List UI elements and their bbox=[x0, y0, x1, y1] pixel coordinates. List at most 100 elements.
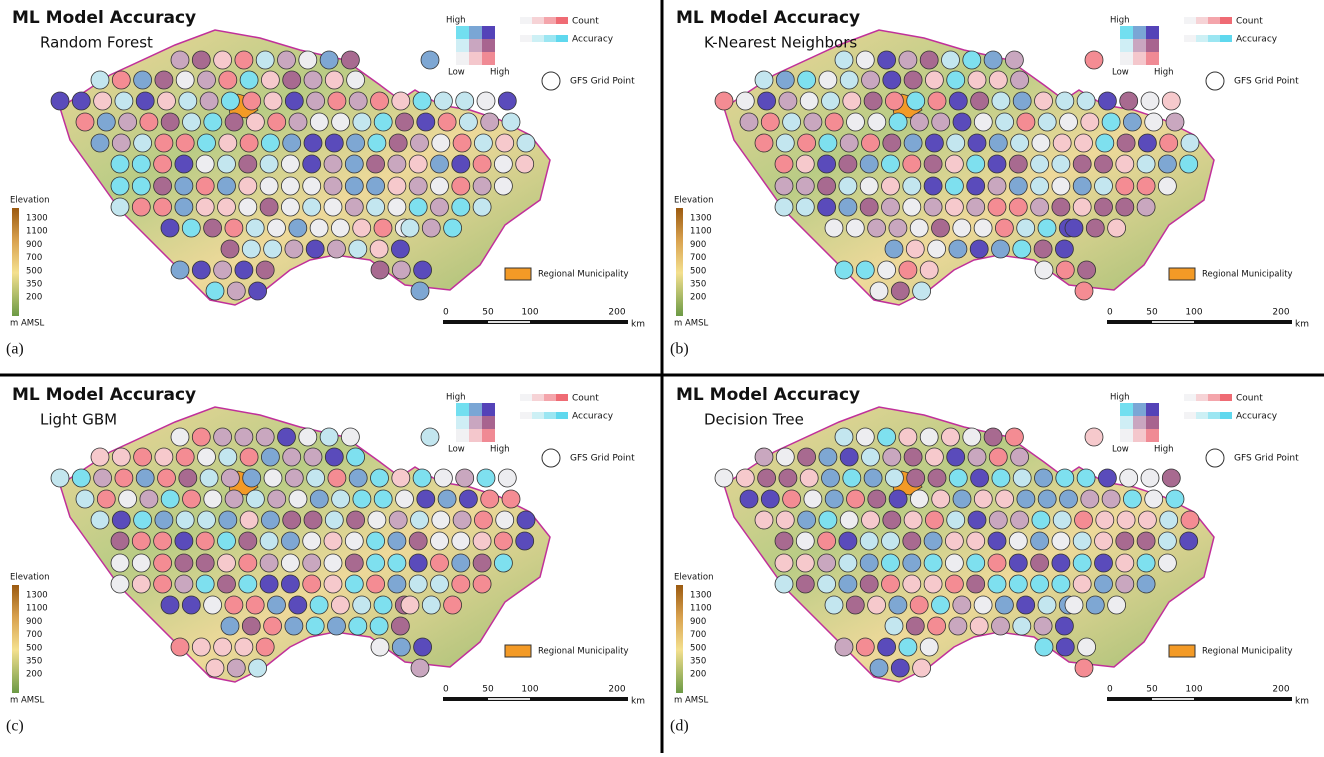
count-swatch bbox=[1184, 394, 1196, 401]
elevation-tick: 350 bbox=[26, 280, 42, 290]
bivariate-cell bbox=[1120, 429, 1133, 442]
grid-point bbox=[307, 469, 325, 487]
grid-point bbox=[920, 428, 938, 446]
grid-point bbox=[347, 134, 365, 152]
grid-point bbox=[910, 596, 928, 614]
count-swatch bbox=[1184, 17, 1196, 24]
grid-point bbox=[214, 428, 232, 446]
grid-point bbox=[367, 155, 385, 173]
scale-tick: 100 bbox=[1185, 685, 1202, 695]
grid-point bbox=[776, 448, 794, 466]
grid-point bbox=[1035, 92, 1053, 110]
grid-point bbox=[218, 575, 236, 593]
grid-point bbox=[1075, 659, 1093, 677]
grid-point bbox=[388, 177, 406, 195]
grid-point bbox=[755, 134, 773, 152]
grid-point bbox=[374, 219, 392, 237]
grid-point bbox=[783, 490, 801, 508]
grid-point bbox=[1158, 177, 1176, 195]
grid-point bbox=[239, 554, 257, 572]
grid-point bbox=[494, 554, 512, 572]
grid-point bbox=[268, 219, 286, 237]
grid-point bbox=[1116, 198, 1134, 216]
legend-high: High bbox=[1154, 68, 1174, 78]
municipality-label: Regional Municipality bbox=[538, 270, 629, 280]
grid-point bbox=[175, 532, 193, 550]
grid-point bbox=[192, 261, 210, 279]
grid-point bbox=[755, 71, 773, 89]
grid-point bbox=[473, 575, 491, 593]
municipality-label: Regional Municipality bbox=[1202, 270, 1293, 280]
grid-point bbox=[196, 554, 214, 572]
grid-point bbox=[989, 511, 1007, 529]
grid-point bbox=[264, 92, 282, 110]
grid-point bbox=[840, 134, 858, 152]
elevation-bar bbox=[676, 208, 683, 316]
bivariate-cell bbox=[456, 52, 469, 65]
grid-point bbox=[161, 596, 179, 614]
grid-point bbox=[974, 596, 992, 614]
grid-point bbox=[196, 155, 214, 173]
grid-point bbox=[1005, 428, 1023, 446]
grid-point bbox=[1060, 113, 1078, 131]
grid-point bbox=[281, 198, 299, 216]
grid-point bbox=[1095, 532, 1113, 550]
legend-high: High bbox=[490, 445, 510, 455]
scale-tick: 100 bbox=[1185, 308, 1202, 318]
grid-point bbox=[261, 71, 279, 89]
grid-point bbox=[925, 511, 943, 529]
grid-point bbox=[1137, 554, 1155, 572]
grid-point bbox=[432, 511, 450, 529]
bivariate-cell bbox=[1120, 403, 1133, 416]
grid-point bbox=[1120, 469, 1138, 487]
grid-point bbox=[494, 532, 512, 550]
grid-point bbox=[1053, 134, 1071, 152]
grid-point bbox=[413, 469, 431, 487]
grid-point bbox=[928, 92, 946, 110]
scale-tick: 100 bbox=[521, 685, 538, 695]
grid-point bbox=[819, 71, 837, 89]
grid-point bbox=[134, 511, 152, 529]
elevation-unit: m AMSL bbox=[10, 696, 45, 706]
municipality-label: Regional Municipality bbox=[538, 647, 629, 657]
grid-point bbox=[910, 490, 928, 508]
panel-title: ML Model Accuracy bbox=[12, 385, 196, 405]
grid-point bbox=[1052, 575, 1070, 593]
grid-point bbox=[839, 155, 857, 173]
grid-point bbox=[882, 177, 900, 195]
grid-point bbox=[953, 596, 971, 614]
legend-high: High bbox=[1110, 393, 1130, 403]
grid-point bbox=[310, 596, 328, 614]
grid-point bbox=[947, 71, 965, 89]
grid-point bbox=[1073, 177, 1091, 195]
legend-high: High bbox=[490, 68, 510, 78]
grid-point bbox=[819, 511, 837, 529]
grid-point bbox=[119, 490, 137, 508]
grid-point bbox=[206, 659, 224, 677]
grid-point bbox=[154, 554, 172, 572]
grid-point bbox=[1123, 490, 1141, 508]
grid-point bbox=[204, 113, 222, 131]
grid-point bbox=[883, 71, 901, 89]
grid-point bbox=[779, 92, 797, 110]
grid-point bbox=[218, 554, 236, 572]
grid-point bbox=[796, 532, 814, 550]
legend-grid-point bbox=[542, 449, 560, 467]
grid-point bbox=[1078, 638, 1096, 656]
grid-point bbox=[176, 134, 194, 152]
panel-label: (c) bbox=[6, 718, 24, 735]
grid-point bbox=[907, 92, 925, 110]
grid-point bbox=[904, 448, 922, 466]
grid-point bbox=[1085, 428, 1103, 446]
elevation-tick: 1100 bbox=[26, 227, 48, 237]
grid-point bbox=[945, 554, 963, 572]
accuracy-swatch bbox=[1220, 35, 1232, 42]
grid-point bbox=[882, 575, 900, 593]
accuracy-swatch bbox=[532, 35, 544, 42]
grid-point bbox=[1137, 177, 1155, 195]
legend-grid-point bbox=[1206, 72, 1224, 90]
grid-point bbox=[953, 113, 971, 131]
grid-point bbox=[1141, 92, 1159, 110]
grid-point bbox=[444, 219, 462, 237]
grid-point bbox=[299, 428, 317, 446]
